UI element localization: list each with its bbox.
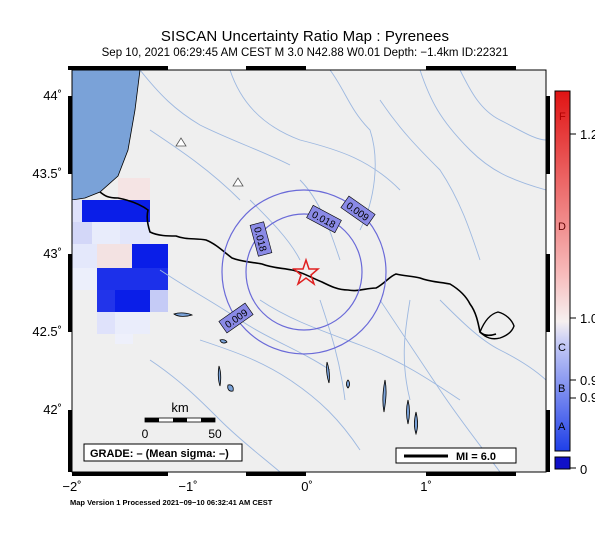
lon-label-minus-1: −1˚ <box>178 479 197 494</box>
lon-label-1: 1˚ <box>420 479 432 494</box>
colorbar-letter-a: A <box>558 421 566 433</box>
lon-label-0: 0˚ <box>301 479 313 494</box>
lat-label-43-5: 43.5˚ <box>32 166 62 181</box>
event-subtitle: Sep 10, 2021 06:29:45 AM CEST M 3.0 N42.… <box>101 47 509 59</box>
contour-inner <box>245 213 363 331</box>
colorbar-letter-c: C <box>558 342 566 354</box>
mi-legend: MI = 6.0 <box>395 447 517 464</box>
reservoirs <box>173 312 418 436</box>
lat-label-42: 42˚ <box>43 402 62 417</box>
scale-label-0: 0 <box>142 427 149 441</box>
andorra-border <box>479 311 515 340</box>
colorbar-letter-d: D <box>558 221 566 233</box>
lat-label-44: 44˚ <box>43 88 62 103</box>
mi-legend-text: MI = 6.0 <box>456 451 496 463</box>
processing-footer: Map Version 1 Processed 2021−09−10 06:32… <box>70 498 273 507</box>
colorbar-value-1-0: 1.0 <box>580 311 595 326</box>
grade-box: GRADE: – (Mean sigma: –) <box>83 443 243 462</box>
sea-bay-of-biscay <box>72 70 141 201</box>
lat-label-42-5: 42.5˚ <box>32 324 62 339</box>
map-title: SISCAN Uncertainty Ratio Map : Pyrenees <box>160 28 450 45</box>
map-frame <box>68 66 550 476</box>
epicenter-star-icon <box>291 257 321 287</box>
colorbar-value-0-9-a: 0.9 <box>580 373 595 388</box>
colorbar-letter-f: F <box>559 111 566 123</box>
scale-bar: km 0 50 <box>142 400 222 441</box>
colorbar-value-0: 0 <box>580 462 587 477</box>
uncertainty-grid <box>72 178 168 344</box>
peak-markers <box>175 137 244 187</box>
contour-outer <box>221 189 387 355</box>
latitude-labels: 44˚ 43.5˚ 43˚ 42.5˚ 42˚ <box>32 88 62 417</box>
map-area: 0.009 0.018 0.018 0.009 km 0 <box>72 70 546 472</box>
colorbar-value-0-9-b: 0.9 <box>580 390 595 405</box>
colorbar-letter-b: B <box>558 383 565 395</box>
lat-label-43: 43˚ <box>43 246 62 261</box>
colorbar-ticks <box>570 133 576 469</box>
scale-unit-label: km <box>171 400 188 415</box>
colorbar-value-1-2: 1.2 <box>580 127 595 142</box>
scale-label-50: 50 <box>208 427 222 441</box>
lon-label-minus-2: −2˚ <box>62 479 81 494</box>
longitude-labels: −2˚ −1˚ 0˚ 1˚ <box>62 479 431 494</box>
colorbar: F D C B A 1.2 1.0 0.9 0.9 0 <box>554 90 595 477</box>
uncertainty-contours <box>221 189 387 355</box>
grade-text: GRADE: – (Mean sigma: –) <box>90 448 229 460</box>
national-border <box>99 191 497 337</box>
